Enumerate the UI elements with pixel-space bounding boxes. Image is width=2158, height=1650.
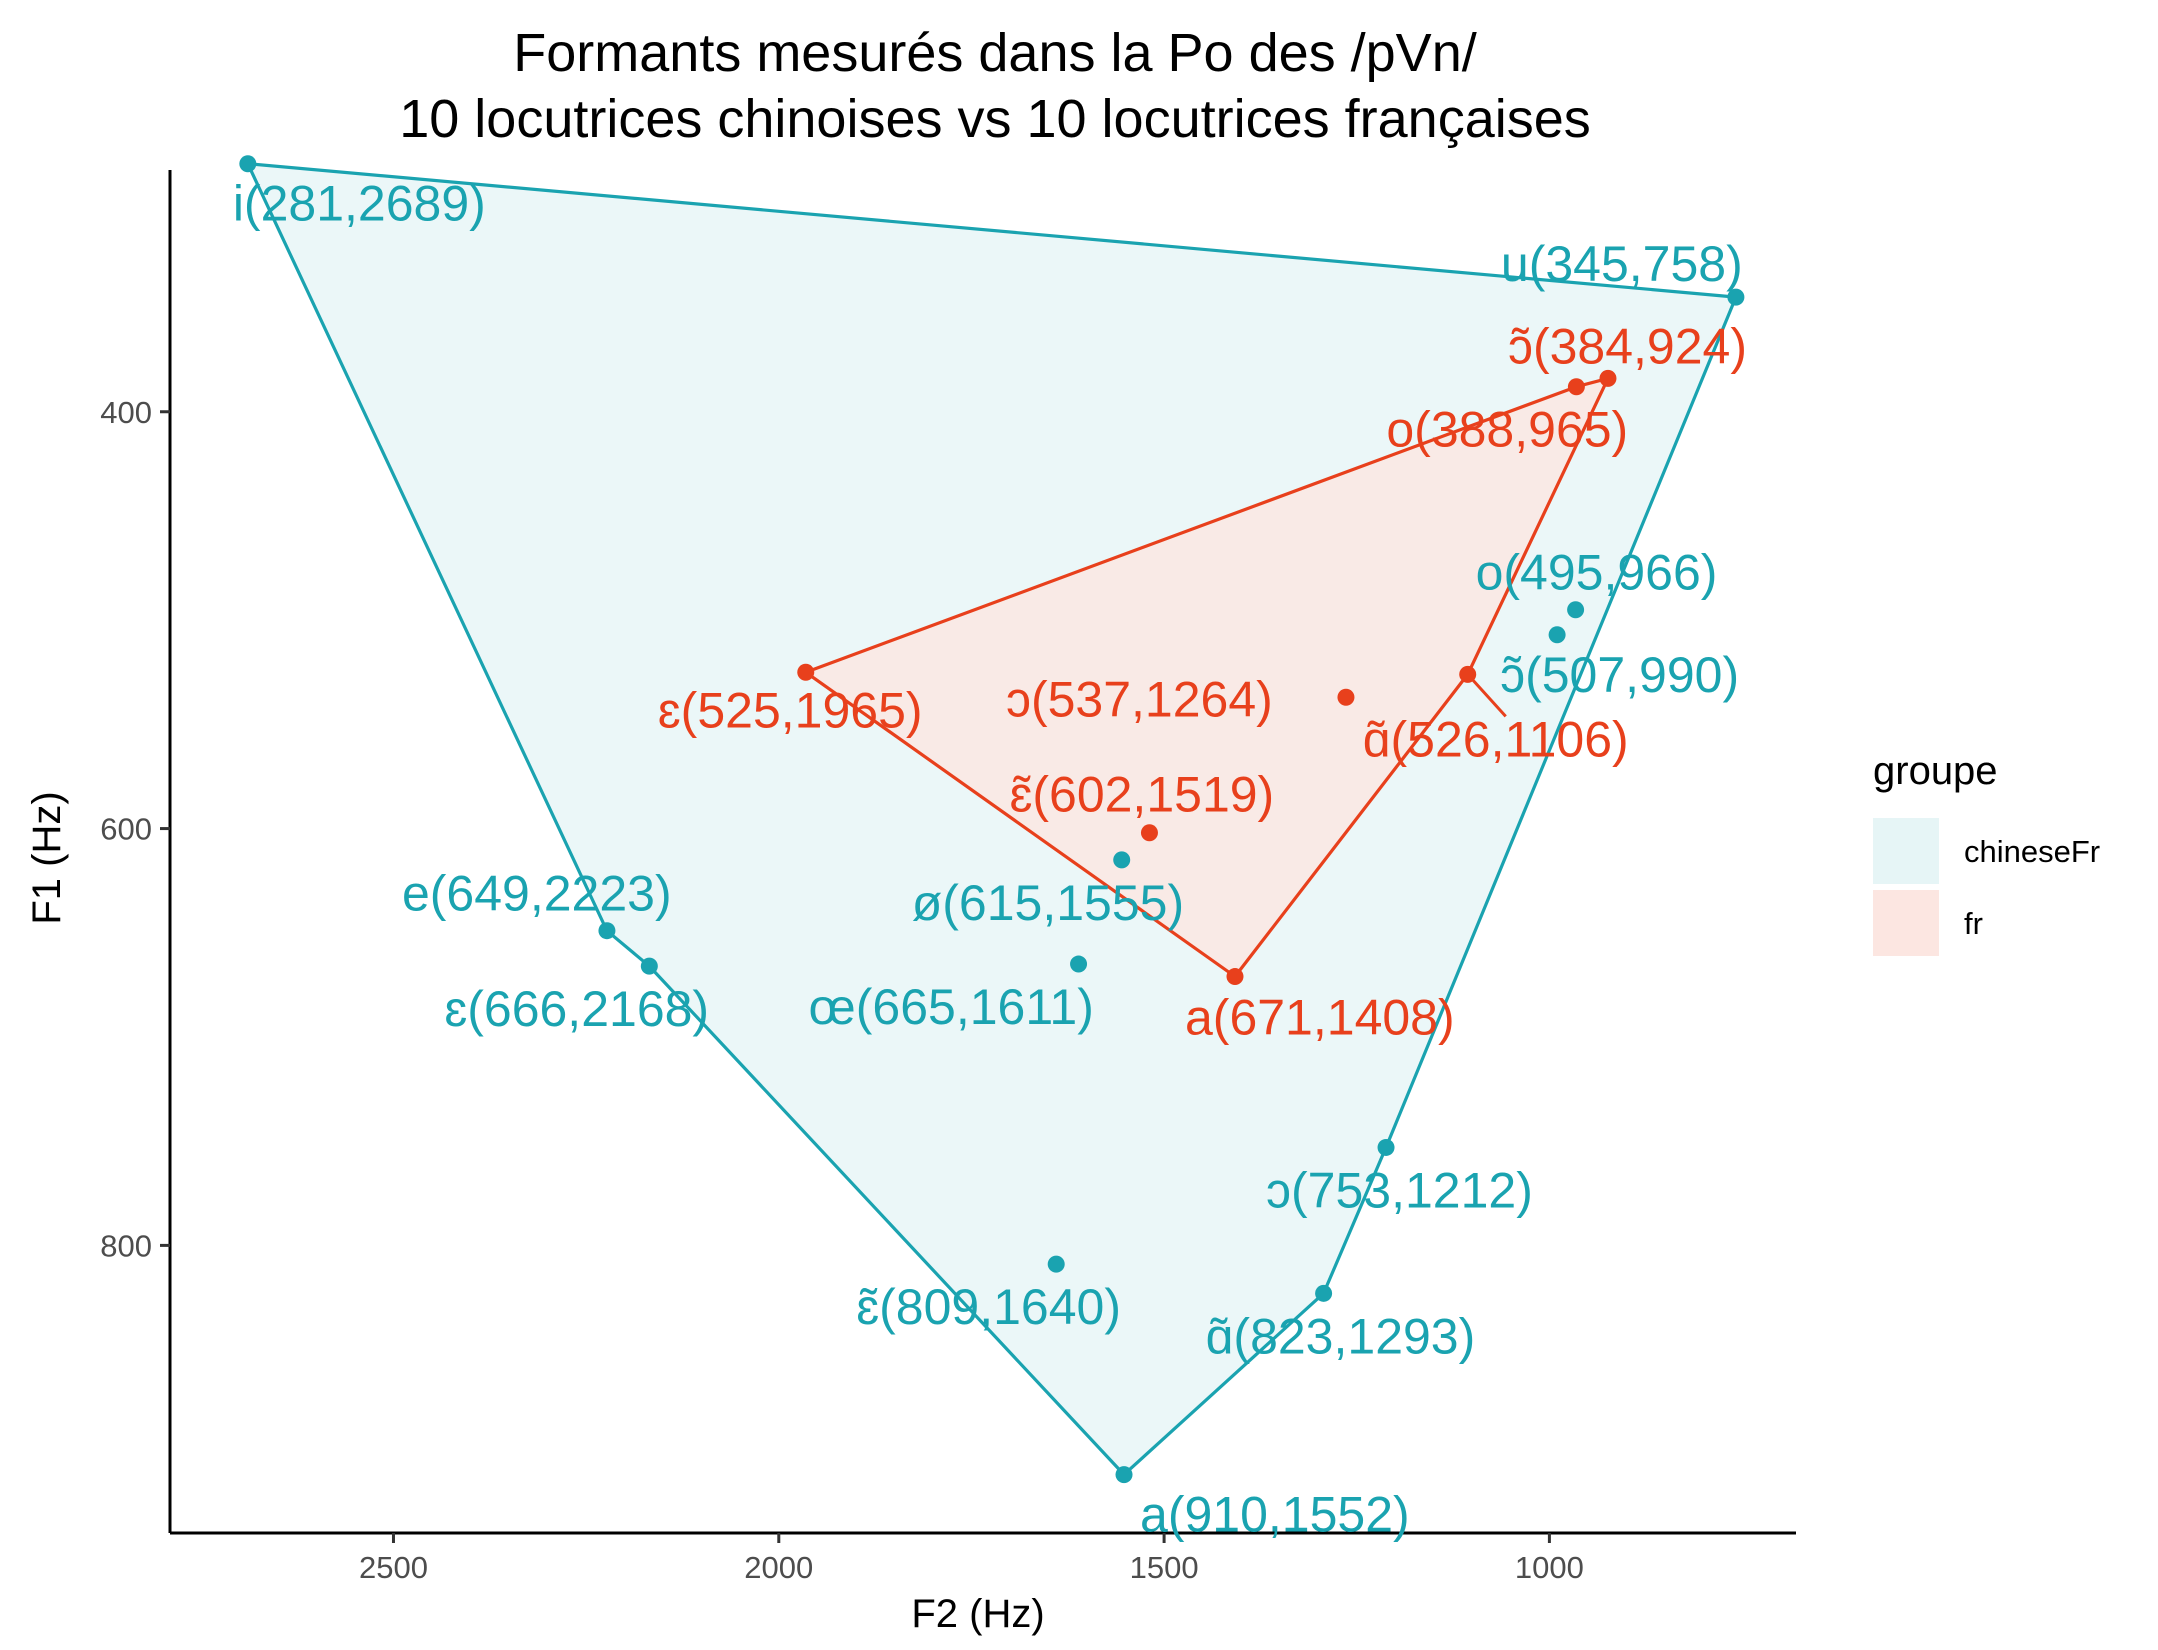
point-fr xyxy=(797,663,815,681)
point-label-chineseFr: ɛ(666,2168) xyxy=(444,981,709,1037)
y-tick-label: 400 xyxy=(100,395,152,430)
point-layer xyxy=(239,155,1745,1484)
point-fr xyxy=(1599,369,1617,387)
point-chineseFr xyxy=(1315,1284,1333,1302)
chart-subtitle: 10 locutrices chinoises vs 10 locutrices… xyxy=(399,89,1591,149)
point-chineseFr xyxy=(1070,955,1088,973)
legend: groupe chineseFr fr xyxy=(1873,749,2100,956)
point-label-fr: ɛ̃(602,1519) xyxy=(1009,767,1274,823)
axes: 2500 2000 1500 1000 400 600 800 xyxy=(100,170,1796,1585)
point-fr xyxy=(1567,378,1585,396)
x-tick-label: 2000 xyxy=(744,1550,813,1585)
point-fr xyxy=(1140,824,1158,842)
point-chineseFr xyxy=(1047,1255,1065,1273)
point-chineseFr xyxy=(640,957,658,975)
point-chineseFr xyxy=(1113,851,1131,869)
hull-layer xyxy=(246,162,1738,1477)
legend-title: groupe xyxy=(1873,749,1998,793)
point-label-chineseFr: ɔ(753,1212) xyxy=(1266,1162,1533,1218)
point-chineseFr xyxy=(239,155,257,173)
point-label-chineseFr: œ(665,1611) xyxy=(809,979,1094,1035)
point-chineseFr xyxy=(1115,1466,1133,1484)
legend-label-chineseFr: chineseFr xyxy=(1964,834,2100,869)
legend-key-fr xyxy=(1873,890,1939,956)
point-chineseFr xyxy=(1727,288,1745,306)
point-label-chineseFr: u(345,758) xyxy=(1501,236,1743,292)
label-layer: i(281,2689) u(345,758) o(495,966) ɔ̃(507,99… xyxy=(233,176,1747,1543)
hull-fr xyxy=(804,376,1610,979)
point-label-fr: ɑ̃(526,1106) xyxy=(1363,711,1629,767)
point-label-chineseFr: ɑ̃(823,1293) xyxy=(1206,1308,1476,1364)
point-fr xyxy=(1226,968,1244,986)
point-chineseFr xyxy=(1548,626,1566,644)
point-chineseFr xyxy=(1377,1138,1395,1156)
y-axis-title: F1 (Hz) xyxy=(25,791,69,924)
point-label-fr: ɔ̃(384,924) xyxy=(1508,318,1747,374)
x-tick-label: 2500 xyxy=(359,1550,428,1585)
label-connector xyxy=(1466,673,1507,718)
y-tick-label: 800 xyxy=(100,1228,152,1263)
point-label-chineseFr: ɛ̃(809,1640) xyxy=(856,1279,1121,1335)
legend-label-fr: fr xyxy=(1964,906,1983,941)
point-label-chineseFr: e(649,2223) xyxy=(402,866,672,922)
point-label-chineseFr: a(910,1552) xyxy=(1140,1487,1410,1543)
x-tick-label: 1000 xyxy=(1515,1550,1584,1585)
point-label-fr: ɔ(537,1264) xyxy=(1006,671,1273,727)
point-label-chineseFr: ø(615,1555) xyxy=(912,875,1184,931)
point-chineseFr xyxy=(598,922,616,940)
point-label-chineseFr: o(495,966) xyxy=(1476,545,1718,601)
legend-key-chineseFr xyxy=(1873,818,1939,884)
point-label-chineseFr: ɔ̃(507,990) xyxy=(1500,647,1739,703)
point-label-fr: a(671,1408) xyxy=(1185,990,1455,1046)
point-label-chineseFr: i(281,2689) xyxy=(233,176,486,232)
x-axis-title: F2 (Hz) xyxy=(911,1592,1044,1636)
x-tick-label: 1500 xyxy=(1130,1550,1199,1585)
point-label-fr: ɛ(525,1965) xyxy=(658,682,923,738)
chart-title: Formants mesurés dans la Po des /pVn/ xyxy=(513,23,1477,83)
point-chineseFr xyxy=(1567,601,1585,619)
point-label-fr: o(388,965) xyxy=(1386,402,1628,458)
y-tick-label: 600 xyxy=(100,812,152,847)
point-fr xyxy=(1337,688,1355,706)
